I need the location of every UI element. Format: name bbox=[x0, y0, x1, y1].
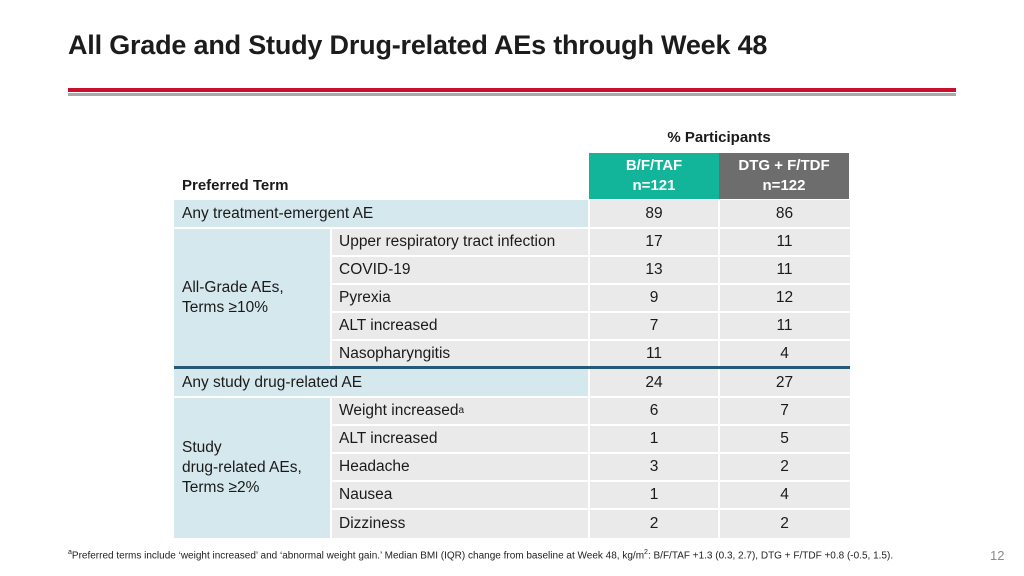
group-label-line: Terms ≥10% bbox=[182, 299, 269, 316]
table-row-dtg: 11 bbox=[719, 312, 850, 340]
grid-line bbox=[718, 200, 720, 538]
table-row-dtg: 4 bbox=[719, 481, 850, 509]
participants-caption: % Participants bbox=[667, 129, 771, 146]
table-row-bftaf: 17 bbox=[589, 228, 719, 256]
any-drug-related-dtg: 27 bbox=[719, 369, 850, 397]
slide-title: All Grade and Study Drug-related AEs thr… bbox=[68, 30, 768, 60]
column-n: n=122 bbox=[762, 177, 806, 194]
page-number: 12 bbox=[990, 548, 1005, 563]
column-name: B/F/TAF bbox=[625, 157, 683, 174]
table-row-bftaf: 7 bbox=[589, 312, 719, 340]
table-row-term: Upper respiratory tract infection bbox=[331, 228, 589, 256]
all-grade-group-label: All-Grade AEs, Terms ≥10% bbox=[174, 228, 331, 368]
table-row-term: ALT increased bbox=[331, 312, 589, 340]
grid-line bbox=[331, 424, 850, 426]
table-row-bftaf: 1 bbox=[589, 425, 719, 453]
table-row-dtg: 7 bbox=[719, 397, 850, 425]
grid-line bbox=[331, 452, 850, 454]
table-row-dtg: 4 bbox=[719, 340, 850, 368]
table-row-bftaf: 3 bbox=[589, 453, 719, 481]
footnote-text: : B/F/TAF +1.3 (0.3, 2.7), DTG + F/TDF +… bbox=[647, 550, 894, 562]
grid-line bbox=[588, 369, 590, 538]
footnote-exponent: 2 bbox=[644, 549, 648, 556]
column-header-dtg: DTG + F/TDF n=122 bbox=[719, 153, 849, 199]
table-row-term: Dizziness bbox=[331, 509, 589, 538]
table-row-bftaf: 6 bbox=[589, 397, 719, 425]
title-rule-red bbox=[68, 88, 956, 92]
table-row-term: Weight increased a bbox=[331, 397, 589, 425]
grid-line bbox=[331, 283, 850, 285]
table-row-dtg: 2 bbox=[719, 453, 850, 481]
preferred-term-header: Preferred Term bbox=[182, 177, 289, 194]
table-row-dtg: 5 bbox=[719, 425, 850, 453]
grid-line bbox=[331, 339, 850, 341]
grid-line bbox=[331, 480, 850, 482]
group-label-line: Study bbox=[182, 438, 222, 456]
grid-line bbox=[331, 508, 850, 510]
column-name: DTG + F/TDF bbox=[738, 157, 830, 174]
grid-line bbox=[331, 255, 850, 257]
term-text: Weight increased bbox=[339, 402, 459, 419]
footnote: aPreferred terms include ‘weight increas… bbox=[68, 549, 893, 561]
table-row-bftaf: 13 bbox=[589, 256, 719, 284]
table-row-bftaf: 1 bbox=[589, 481, 719, 509]
grid-line bbox=[588, 200, 590, 366]
table-row-term: Pyrexia bbox=[331, 284, 589, 312]
table-row-bftaf: 9 bbox=[589, 284, 719, 312]
any-teae-label: Any treatment-emergent AE bbox=[174, 200, 589, 228]
group-label-line: drug-related AEs, bbox=[182, 458, 302, 476]
table-row-dtg: 12 bbox=[719, 284, 850, 312]
table-row-dtg: 11 bbox=[719, 228, 850, 256]
table-row-term: ALT increased bbox=[331, 425, 589, 453]
group-label-line: All-Grade AEs, bbox=[182, 279, 284, 296]
footnote-marker: a bbox=[68, 549, 72, 556]
column-n: n=121 bbox=[632, 177, 676, 194]
grid-line bbox=[330, 228, 332, 366]
table-row-term: Nausea bbox=[331, 481, 589, 509]
grid-line bbox=[331, 311, 850, 313]
table-row-term: COVID-19 bbox=[331, 256, 589, 284]
any-drug-related-bftaf: 24 bbox=[589, 369, 719, 397]
table-row-bftaf: 11 bbox=[589, 340, 719, 368]
section-divider bbox=[174, 366, 850, 369]
grid-line bbox=[330, 397, 332, 538]
any-teae-dtg: 86 bbox=[719, 200, 850, 228]
grid-line bbox=[174, 396, 850, 398]
table-row-bftaf: 2 bbox=[589, 509, 719, 538]
table-row-dtg: 2 bbox=[719, 509, 850, 538]
title-rule-gray bbox=[68, 93, 956, 96]
drug-related-group-label: Study drug-related AEs, Terms ≥2% bbox=[174, 397, 331, 538]
any-drug-related-label: Any study drug-related AE bbox=[174, 369, 589, 397]
group-label-line: Terms ≥2% bbox=[182, 478, 260, 496]
table-row-dtg: 11 bbox=[719, 256, 850, 284]
table-row-term: Nasopharyngitis bbox=[331, 340, 589, 368]
footnote-text: Preferred terms include ‘weight increase… bbox=[71, 550, 645, 562]
table-row-term: Headache bbox=[331, 453, 589, 481]
column-header-bftaf: B/F/TAF n=121 bbox=[589, 153, 719, 199]
grid-line bbox=[174, 227, 850, 229]
any-teae-bftaf: 89 bbox=[589, 200, 719, 228]
